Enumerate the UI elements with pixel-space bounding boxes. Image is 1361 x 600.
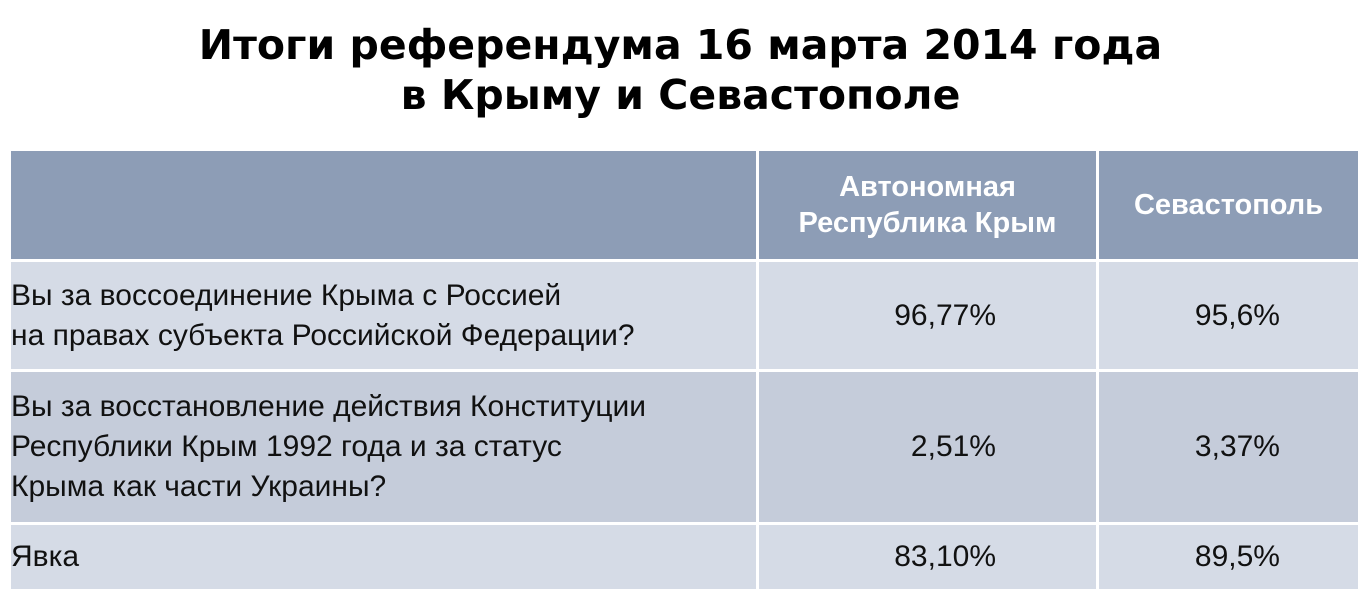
page-title-line-2: в Крыму и Севастополе xyxy=(400,71,961,119)
question-line: Крыма как части Украины? xyxy=(11,470,387,503)
turnout-label: Явка xyxy=(11,540,80,573)
question-cell: Вы за воссоединение Крыма с Россией на п… xyxy=(8,259,759,372)
referendum-results-table: Автономная Республика Крым Севастополь В… xyxy=(8,148,1361,592)
question-line: Вы за восстановление действия Конституци… xyxy=(11,390,647,423)
value-sevastopol: 3,37% xyxy=(1096,369,1361,525)
header-cell-sevastopol: Севастополь xyxy=(1096,148,1361,262)
question-cell: Вы за восстановление действия Конституци… xyxy=(8,369,759,525)
table-row: Явка 83,10% 89,5% xyxy=(8,522,1361,592)
value-ark: 83,10% xyxy=(756,522,1099,592)
value-ark: 96,77% xyxy=(756,259,1099,372)
turnout-label-cell: Явка xyxy=(8,522,759,592)
header-ark-line-1: Автономная xyxy=(839,171,1016,203)
header-cell-ark: Автономная Республика Крым xyxy=(756,148,1099,262)
header-cell-question xyxy=(8,148,759,262)
page-title: Итоги референдума 16 марта 2014 года в К… xyxy=(0,20,1361,120)
table-row: Вы за воссоединение Крыма с Россией на п… xyxy=(8,259,1361,372)
header-ark-line-2: Республика Крым xyxy=(798,207,1057,239)
question-line: Вы за воссоединение Крыма с Россией xyxy=(11,278,562,312)
question-line: Республики Крым 1992 года и за статус xyxy=(11,430,562,463)
table-header-row: Автономная Республика Крым Севастополь xyxy=(8,148,1361,262)
table-row: Вы за восстановление действия Конституци… xyxy=(8,369,1361,525)
value-ark: 2,51% xyxy=(756,369,1099,525)
page-title-line-1: Итоги референдума 16 марта 2014 года xyxy=(198,21,1163,69)
question-line: на правах субъекта Российской Федерации? xyxy=(11,318,635,352)
value-sevastopol: 89,5% xyxy=(1096,522,1361,592)
value-sevastopol: 95,6% xyxy=(1096,259,1361,372)
